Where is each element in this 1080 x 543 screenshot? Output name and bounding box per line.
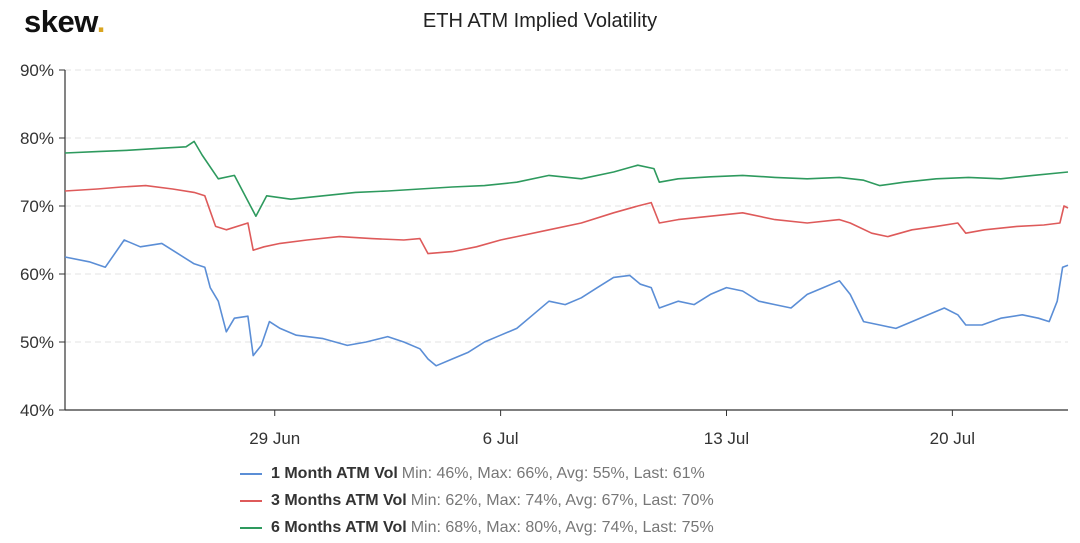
- series-lines: [64, 140, 1069, 367]
- legend-series-stats: Min: 68%, Max: 80%, Avg: 74%, Last: 75%: [410, 518, 714, 536]
- series-line-1: [64, 239, 1069, 367]
- series-line-2: [64, 184, 1069, 255]
- axes: [59, 69, 1068, 416]
- legend-item-3-months[interactable]: 3 Months ATM Vol Min: 62%, Max: 74%, Avg…: [240, 487, 714, 514]
- legend-series-stats: Min: 46%, Max: 66%, Avg: 55%, Last: 61%: [401, 464, 705, 482]
- x-tick-label: 13 Jul: [704, 429, 749, 448]
- y-tick-label: 50%: [20, 333, 54, 352]
- legend-item-6-months[interactable]: 6 Months ATM Vol Min: 68%, Max: 80%, Avg…: [240, 514, 714, 541]
- line-chart: 40% 50% 60% 70% 80% 90% 29 Jun 6 Jul 13 Jul 20 J…: [20, 61, 1069, 448]
- y-tick-label: 90%: [20, 61, 54, 80]
- legend-series-name: 1 Month ATM Vol: [271, 464, 398, 482]
- y-tick-label: 40%: [20, 401, 54, 420]
- series-line-3: [64, 140, 1069, 217]
- logo-text: skew: [24, 4, 97, 39]
- y-tick-label: 70%: [20, 197, 54, 216]
- legend-swatch: [240, 526, 262, 529]
- grid-lines: [65, 69, 1068, 343]
- skew-logo: skew.: [24, 4, 105, 40]
- y-tick-label: 80%: [20, 129, 54, 148]
- legend-swatch: [240, 499, 262, 502]
- legend-series-stats: Min: 62%, Max: 74%, Avg: 67%, Last: 70%: [410, 491, 714, 509]
- x-tick-label: 6 Jul: [483, 429, 519, 448]
- legend-series-name: 3 Months ATM Vol: [271, 491, 407, 509]
- y-axis-labels: 40% 50% 60% 70% 80% 90%: [20, 61, 54, 420]
- legend-swatch: [240, 472, 262, 475]
- x-tick-label: 29 Jun: [249, 429, 300, 448]
- x-tick-label: 20 Jul: [930, 429, 975, 448]
- legend-series-name: 6 Months ATM Vol: [271, 518, 407, 536]
- logo-dot: .: [96, 4, 106, 39]
- x-axis-labels: 29 Jun 6 Jul 13 Jul 20 Jul: [249, 429, 975, 448]
- legend: 1 Month ATM Vol Min: 46%, Max: 66%, Avg:…: [240, 460, 714, 541]
- chart-title: ETH ATM Implied Volatility: [422, 10, 658, 32]
- y-tick-label: 60%: [20, 265, 54, 284]
- legend-item-1-month[interactable]: 1 Month ATM Vol Min: 46%, Max: 66%, Avg:…: [240, 460, 714, 487]
